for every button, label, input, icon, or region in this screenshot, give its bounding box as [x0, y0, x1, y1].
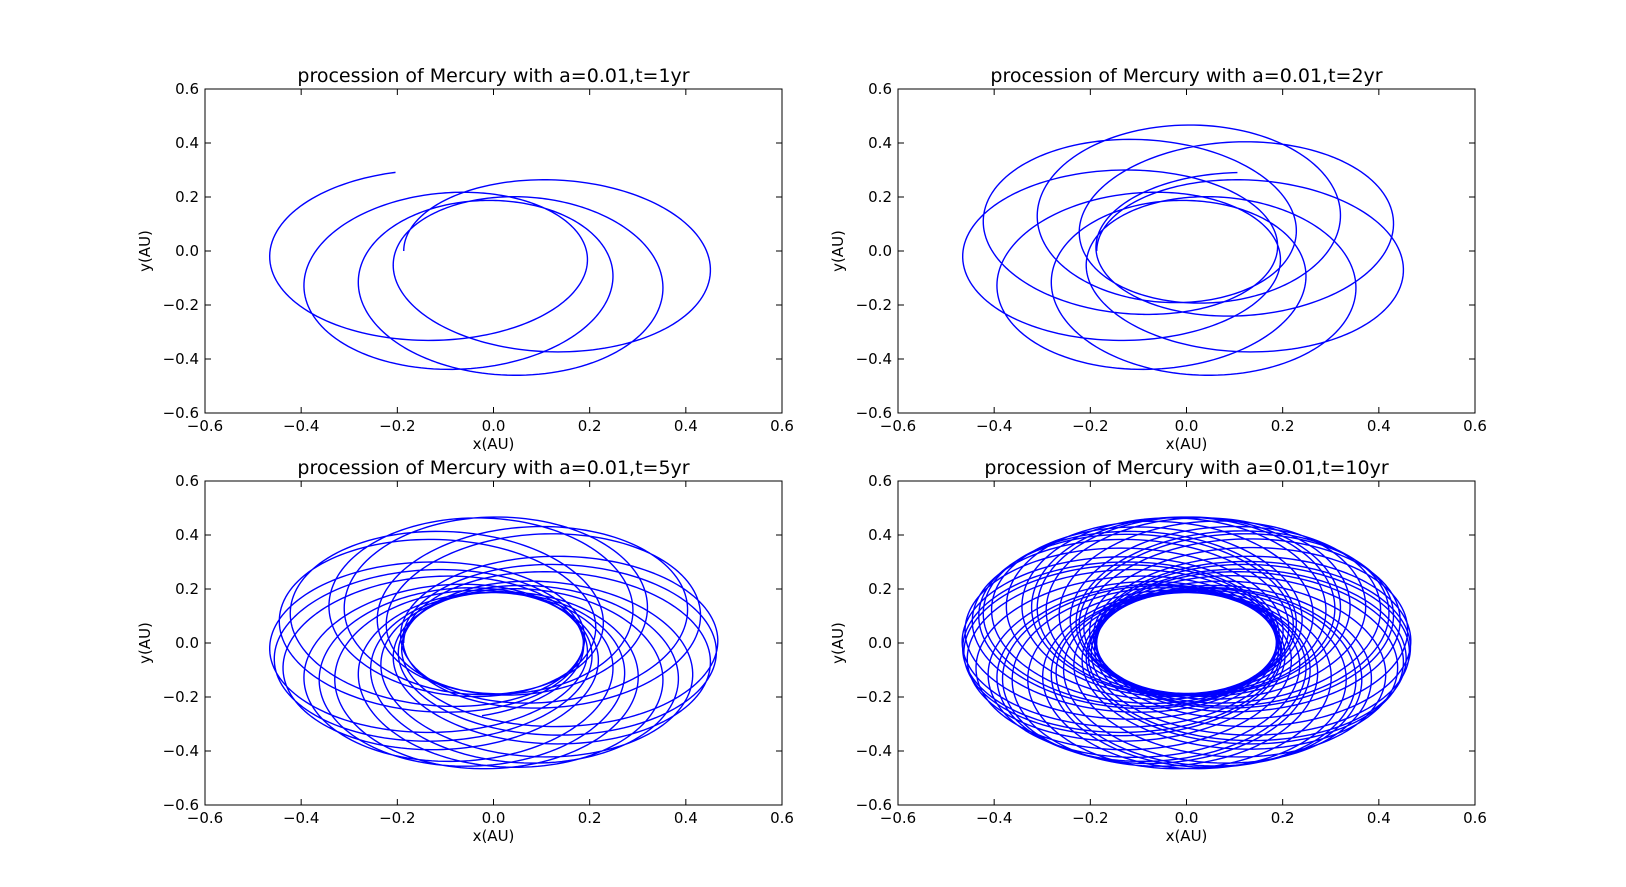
y-axis-label: y(AU)	[829, 230, 847, 272]
subplot-title: procession of Mercury with a=0.01,t=5yr	[297, 457, 689, 479]
y-tick-label: 0.6	[868, 472, 892, 490]
x-tick-label: 0.4	[1367, 417, 1391, 435]
subplot-2: −0.6 −0.4 −0.2 0.0 0.2 0.4 0.6 −0.6 −0.4 −0.2 0.0 0…	[829, 65, 1487, 453]
x-axis-label: x(AU)	[473, 435, 515, 453]
subplot-title: procession of Mercury with a=0.01,t=10yr	[984, 457, 1388, 479]
x-tick-label: 0.0	[482, 417, 506, 435]
y-axis-label: y(AU)	[829, 622, 847, 664]
y-axis-label: y(AU)	[136, 622, 154, 664]
x-tick-label: −0.2	[1072, 417, 1108, 435]
y-tick-label: 0.4	[175, 134, 199, 152]
y-tick-label: 0.6	[175, 472, 199, 490]
x-tick-label: 0.6	[1463, 417, 1487, 435]
x-tick-label: −0.6	[187, 809, 223, 827]
y-axis-label: y(AU)	[136, 230, 154, 272]
subplot-3: −0.6 −0.4 −0.2 0.0 0.2 0.4 0.6 −0.6 −0.4 −0.2 0.0 0…	[136, 457, 794, 845]
x-tick-label: −0.4	[976, 417, 1012, 435]
x-tick-label: −0.4	[283, 809, 319, 827]
x-tick-label: −0.6	[880, 809, 916, 827]
y-tick-label: 0.4	[868, 134, 892, 152]
subplot-grid: −0.6 −0.4 −0.2 0.0 0.2 0.4 0.6 −0.6 −0.4 −0.2 0.0 0…	[136, 65, 1487, 845]
y-tick-label: −0.6	[856, 796, 892, 814]
y-tick-label: −0.2	[163, 296, 199, 314]
x-tick-label: 0.2	[1271, 809, 1295, 827]
y-tick-label: −0.2	[856, 296, 892, 314]
y-tick-label: −0.4	[163, 350, 199, 368]
y-tick-label: −0.6	[163, 404, 199, 422]
x-tick-label: 0.4	[674, 417, 698, 435]
y-tick-label: −0.2	[856, 688, 892, 706]
x-tick-label: −0.4	[976, 809, 1012, 827]
y-tick-label: 0.4	[175, 526, 199, 544]
y-tick-label: 0.0	[868, 242, 892, 260]
y-tick-label: 0.2	[868, 580, 892, 598]
y-tick-label: −0.4	[163, 742, 199, 760]
x-tick-label: 0.2	[578, 809, 602, 827]
y-tick-label: −0.4	[856, 350, 892, 368]
x-tick-label: 0.0	[1175, 809, 1199, 827]
subplot-title: procession of Mercury with a=0.01,t=1yr	[297, 65, 689, 87]
x-tick-label: 0.0	[482, 809, 506, 827]
x-tick-label: −0.2	[1072, 809, 1108, 827]
subplot-1: −0.6 −0.4 −0.2 0.0 0.2 0.4 0.6 −0.6 −0.4 −0.2 0.0 0…	[136, 65, 794, 453]
y-tick-label: 0.2	[175, 580, 199, 598]
x-tick-label: 0.0	[1175, 417, 1199, 435]
orbit-line-series	[961, 516, 1412, 770]
y-tick-label: 0.6	[175, 80, 199, 98]
subplot-title: procession of Mercury with a=0.01,t=2yr	[990, 65, 1382, 87]
x-tick-label: −0.2	[379, 809, 415, 827]
y-tick-label: 0.6	[868, 80, 892, 98]
y-tick-label: 0.2	[868, 188, 892, 206]
y-tick-label: −0.6	[163, 796, 199, 814]
x-tick-label: 0.6	[1463, 809, 1487, 827]
orbit-line-series	[269, 516, 719, 770]
x-tick-label: 0.4	[1367, 809, 1391, 827]
subplot-4: −0.6 −0.4 −0.2 0.0 0.2 0.4 0.6 −0.6 −0.4 −0.2 0.0 0…	[829, 457, 1487, 845]
x-axis-label: x(AU)	[473, 827, 515, 845]
y-tick-label: 0.2	[175, 188, 199, 206]
orbit-line-series	[962, 124, 1405, 376]
x-tick-label: −0.4	[283, 417, 319, 435]
x-tick-label: −0.6	[880, 417, 916, 435]
y-tick-label: 0.0	[868, 634, 892, 652]
y-tick-label: −0.4	[856, 742, 892, 760]
x-tick-label: 0.2	[578, 417, 602, 435]
x-axis-label: x(AU)	[1166, 827, 1208, 845]
x-tick-label: 0.4	[674, 809, 698, 827]
x-tick-label: −0.2	[379, 417, 415, 435]
y-tick-label: 0.0	[175, 634, 199, 652]
y-tick-label: −0.6	[856, 404, 892, 422]
y-tick-label: −0.2	[163, 688, 199, 706]
x-tick-label: 0.6	[770, 417, 794, 435]
y-tick-label: 0.0	[175, 242, 199, 260]
x-axis-label: x(AU)	[1166, 435, 1208, 453]
x-tick-label: 0.2	[1271, 417, 1295, 435]
y-tick-label: 0.4	[868, 526, 892, 544]
x-tick-label: 0.6	[770, 809, 794, 827]
orbit-line-series	[268, 171, 712, 376]
x-tick-label: −0.6	[187, 417, 223, 435]
